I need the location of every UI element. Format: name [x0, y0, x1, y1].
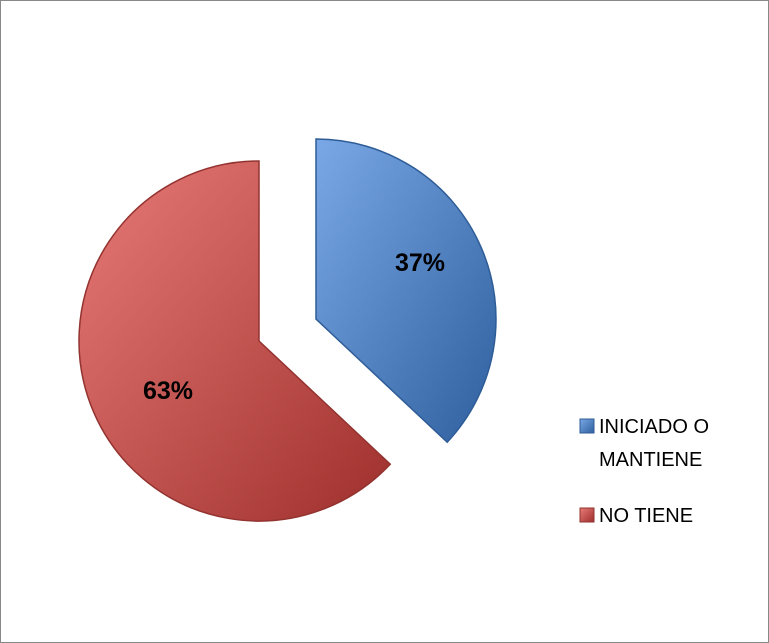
- legend-label-iniciado-o-mantiene: INICIADO O: [599, 416, 709, 438]
- data-label-no-tiene: 63%: [143, 377, 193, 405]
- data-label-iniciado-o-mantiene: 37%: [395, 249, 445, 277]
- legend: INICIADO O MANTIENE NO TIENE: [579, 416, 709, 527]
- pie-slice-no-tiene: [78, 160, 392, 522]
- legend-marker-no-tiene: [579, 507, 595, 523]
- legend-marker-iniciado-o-mantiene: [579, 418, 595, 434]
- legend-label-iniciado-o-mantiene: MANTIENE: [599, 449, 702, 471]
- legend-label-no-tiene: NO TIENE: [599, 505, 693, 527]
- pie-slice-iniciado-o-mantiene: [315, 138, 497, 444]
